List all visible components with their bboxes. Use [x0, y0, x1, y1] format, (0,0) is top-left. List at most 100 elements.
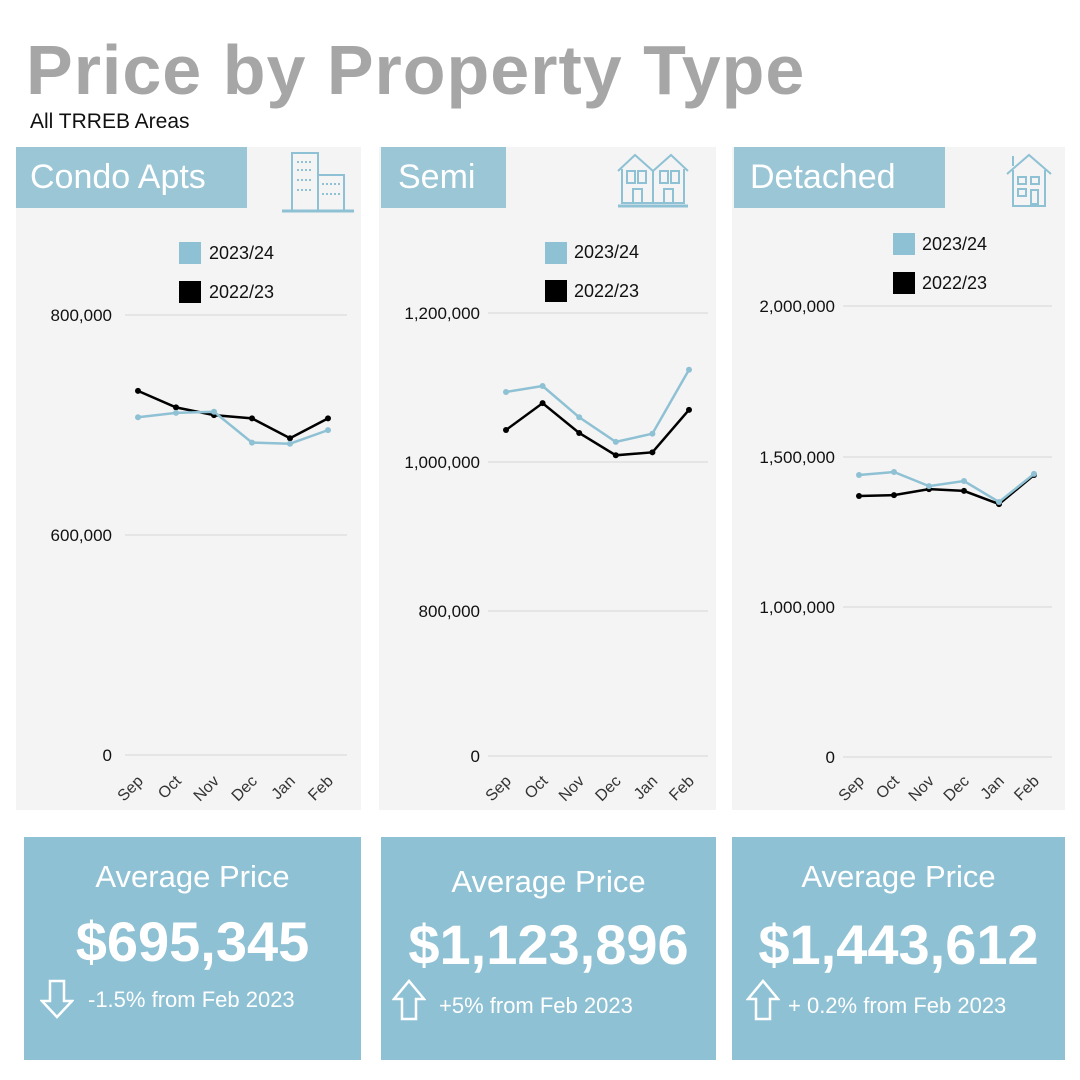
series-line-2022-23 [137, 389, 329, 440]
data-point-2022-23 [649, 449, 656, 456]
data-point-2023-24 [926, 483, 932, 490]
legend-label-previous: 2022/23 [922, 273, 988, 293]
data-point-2022-23 [135, 387, 141, 394]
y-tick-label: 1,000,000 [759, 598, 835, 617]
x-tick-label: Jan [631, 773, 661, 803]
series-line-2023-24 [505, 369, 691, 444]
semi-house-icon [617, 153, 689, 208]
x-tick-label: Jan [269, 773, 299, 803]
arrow-up-icon [746, 979, 780, 1021]
data-point-2022-23 [891, 492, 897, 499]
data-point-2023-24 [211, 408, 217, 415]
data-point-2023-24 [249, 439, 255, 446]
x-tick-label: Nov [906, 773, 938, 805]
series-line-2023-24 [858, 470, 1035, 504]
x-tick-label: Sep [115, 773, 147, 805]
x-tick-label: Sep [836, 773, 868, 805]
summary-label: Average Price [801, 859, 996, 894]
arrow-up-icon [392, 979, 426, 1021]
data-point-2022-23 [287, 435, 293, 442]
data-point-2022-23 [249, 415, 255, 422]
x-tick-label: Nov [556, 773, 588, 805]
legend-label-previous: 2022/23 [209, 282, 275, 302]
legend-swatch-previous [893, 272, 915, 294]
page-subtitle: All TRREB Areas [30, 110, 190, 133]
condo-building-icon [282, 152, 354, 213]
legend-label-current: 2023/24 [922, 234, 988, 254]
x-tick-label: Feb [305, 773, 337, 805]
legend-swatch-current [545, 242, 567, 264]
data-point-2023-24 [649, 430, 656, 437]
legend-swatch-previous [179, 281, 201, 303]
x-tick-label: Oct [155, 772, 185, 802]
data-point-2022-23 [503, 426, 509, 433]
data-point-2023-24 [503, 388, 509, 395]
data-point-2023-24 [961, 478, 967, 484]
legend-label-previous: 2022/23 [574, 281, 640, 301]
x-tick-label: Sep [483, 773, 515, 805]
data-point-2023-24 [612, 438, 619, 445]
y-tick-label: 1,500,000 [759, 448, 835, 467]
y-tick-label: 1,200,000 [404, 304, 480, 323]
data-point-2022-23 [961, 487, 967, 494]
series-line-2023-24 [137, 410, 329, 445]
x-tick-label: Feb [1011, 773, 1043, 805]
data-point-2022-23 [856, 493, 862, 499]
series-line-2022-23 [858, 474, 1035, 506]
condo-title: Condo Apts [16, 147, 247, 208]
summary-change: +5% from Feb 2023 [439, 993, 633, 1018]
semi-summary-card: Average Price $1,123,896 +5% from Feb 20… [381, 837, 716, 1060]
data-point-2023-24 [135, 414, 141, 421]
detached-title: Detached [734, 147, 945, 208]
x-tick-label: Jan [978, 773, 1008, 803]
legend-swatch-previous [545, 280, 567, 302]
data-point-2023-24 [173, 409, 179, 416]
detached-house-icon [1006, 153, 1052, 207]
condo-summary-card: Average Price $695,345 -1.5% from Feb 20… [24, 837, 361, 1060]
data-point-2022-23 [576, 429, 583, 436]
summary-value: $695,345 [75, 910, 310, 973]
data-point-2023-24 [686, 366, 692, 373]
y-tick-label: 0 [103, 746, 112, 765]
x-tick-label: Dec [941, 773, 973, 805]
series-line-2022-23 [505, 401, 690, 457]
data-point-2023-24 [325, 427, 331, 434]
x-tick-label: Oct [873, 772, 903, 802]
data-point-2022-23 [325, 415, 331, 422]
x-tick-label: Nov [191, 773, 223, 805]
data-point-2022-23 [612, 452, 619, 459]
data-point-2022-23 [173, 404, 179, 411]
summary-label: Average Price [95, 859, 290, 894]
data-point-2023-24 [576, 414, 583, 421]
summary-change: -1.5% from Feb 2023 [88, 987, 295, 1012]
x-tick-label: Dec [592, 773, 624, 805]
y-tick-label: 800,000 [51, 306, 112, 325]
y-tick-label: 1,000,000 [404, 453, 480, 472]
data-point-2023-24 [287, 440, 293, 447]
legend-label-current: 2023/24 [209, 243, 275, 263]
summary-label: Average Price [451, 864, 646, 899]
summary-change: + 0.2% from Feb 2023 [788, 993, 1007, 1018]
y-tick-label: 800,000 [419, 602, 480, 621]
data-point-2023-24 [539, 383, 546, 390]
summary-value: $1,443,612 [758, 913, 1039, 976]
page-title: Price by Property Type [26, 31, 806, 109]
semi-title: Semi [381, 147, 506, 208]
data-point-2023-24 [856, 472, 862, 478]
data-point-2022-23 [686, 406, 692, 413]
arrow-down-icon [40, 979, 74, 1019]
y-tick-label: 0 [471, 747, 480, 766]
data-point-2023-24 [891, 469, 897, 475]
legend-swatch-current [893, 233, 915, 255]
y-tick-label: 600,000 [51, 526, 112, 545]
data-point-2023-24 [996, 499, 1002, 505]
legend-label-current: 2023/24 [574, 242, 640, 262]
legend-swatch-current [179, 242, 201, 264]
detached-chart-panel [732, 147, 1065, 810]
y-tick-label: 0 [826, 748, 835, 767]
x-tick-label: Oct [522, 772, 552, 802]
y-tick-label: 2,000,000 [759, 297, 835, 316]
data-point-2022-23 [539, 400, 546, 407]
data-point-2023-24 [1031, 470, 1037, 477]
summary-value: $1,123,896 [408, 913, 689, 976]
